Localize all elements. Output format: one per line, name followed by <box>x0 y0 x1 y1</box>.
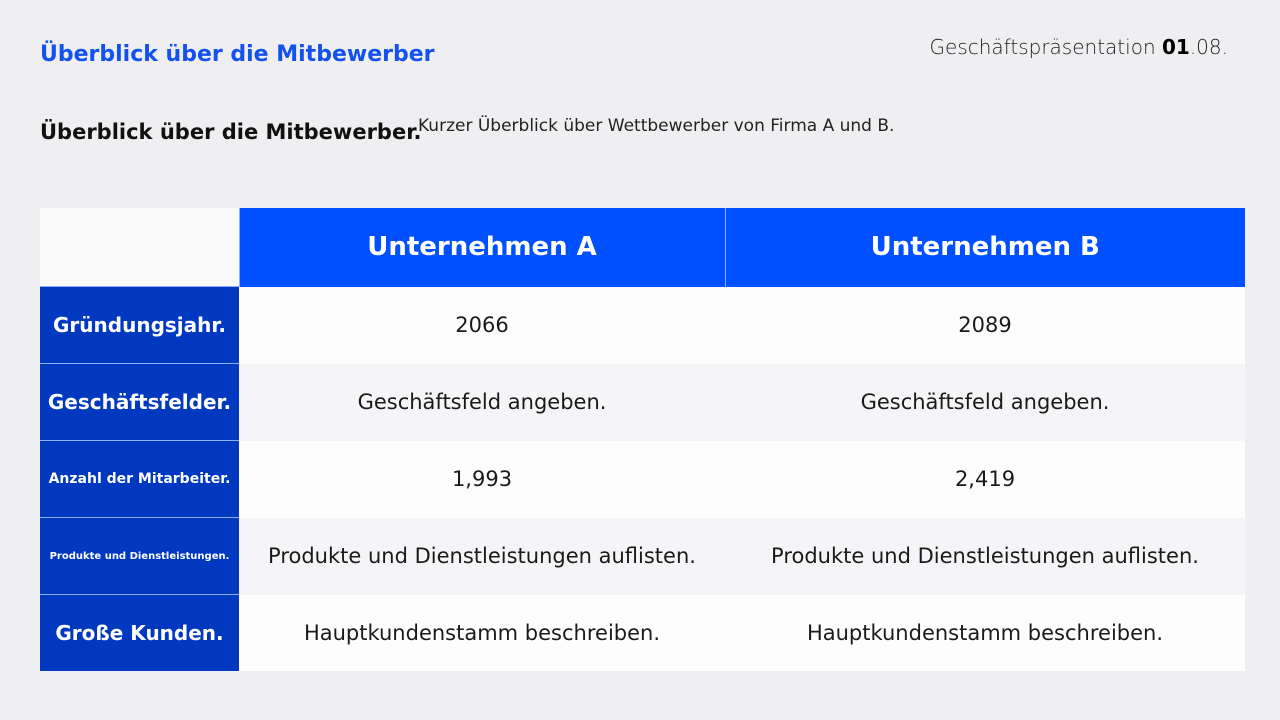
cell-company-a: Hauptkundenstamm beschreiben. <box>239 594 725 671</box>
deck-label-number: 01 <box>1161 35 1190 59</box>
section-subheading: Kurzer Überblick über Wettbewerber von F… <box>418 116 895 136</box>
cell-company-b: 2089 <box>725 286 1245 364</box>
competitor-table: Unternehmen A Unternehmen B Gründungsjah… <box>40 208 1245 671</box>
table-row: Große Kunden. Hauptkundenstamm beschreib… <box>40 594 1245 671</box>
row-label: Gründungsjahr. <box>40 286 239 364</box>
table-row: Geschäftsfelder. Geschäftsfeld angeben. … <box>40 363 1245 441</box>
table-row: Produkte und Dienstleistungen. Produkte … <box>40 517 1245 595</box>
table-header-row: Unternehmen A Unternehmen B <box>40 208 1245 287</box>
table-row: Anzahl der Mitarbeiter. 1,993 2,419 <box>40 440 1245 518</box>
row-label: Anzahl der Mitarbeiter. <box>40 440 239 518</box>
cell-company-b: Geschäftsfeld angeben. <box>725 363 1245 441</box>
cell-company-a: 1,993 <box>239 440 725 518</box>
cell-company-b: 2,419 <box>725 440 1245 518</box>
deck-label-suffix: .08. <box>1189 35 1228 59</box>
row-label: Geschäftsfelder. <box>40 363 239 441</box>
table-row: Gründungsjahr. 2066 2089 <box>40 286 1245 364</box>
slide-title: Überblick über die Mitbewerber <box>40 42 435 67</box>
cell-company-a: Produkte und Dienstleistungen auflisten. <box>239 517 725 595</box>
deck-label-prefix: Geschäftspräsentation <box>929 35 1162 59</box>
deck-label: Geschäftspräsentation 01.08. <box>930 35 1228 59</box>
header-company-a: Unternehmen A <box>238 208 725 287</box>
cell-company-b: Hauptkundenstamm beschreiben. <box>725 594 1245 671</box>
header-blank-cell <box>40 208 239 287</box>
section-heading: Überblick über die Mitbewerber. <box>40 120 422 144</box>
cell-company-a: Geschäftsfeld angeben. <box>239 363 725 441</box>
cell-company-b: Produkte und Dienstleistungen auflisten. <box>725 517 1245 595</box>
row-label: Große Kunden. <box>40 594 239 671</box>
row-label: Produkte und Dienstleistungen. <box>40 517 239 595</box>
cell-company-a: 2066 <box>239 286 725 364</box>
header-company-b: Unternehmen B <box>724 208 1245 287</box>
